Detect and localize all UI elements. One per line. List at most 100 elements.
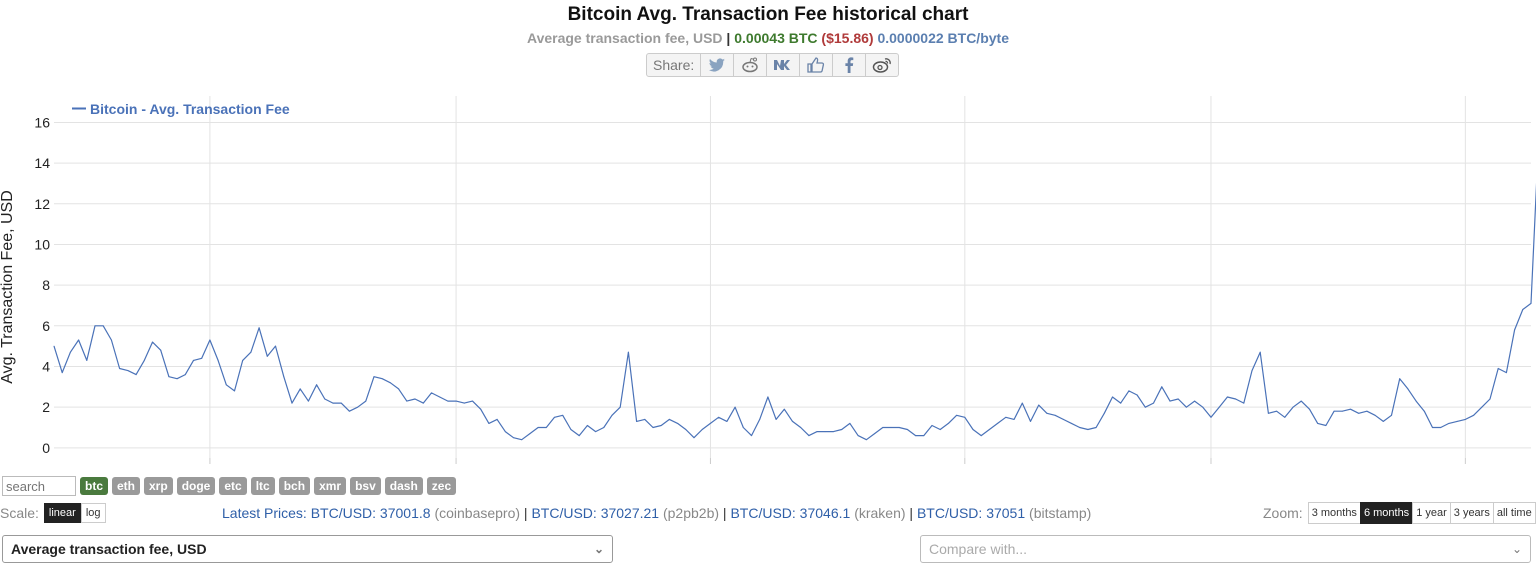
coin-bsv[interactable]: bsv	[350, 477, 381, 495]
y-tick-label: 4	[42, 358, 50, 374]
price-source: (p2pb2b)	[662, 505, 720, 521]
data-point	[274, 345, 277, 347]
data-point	[783, 408, 785, 410]
zoom-all-time-button[interactable]: all time	[1492, 502, 1536, 524]
data-point	[997, 422, 999, 425]
coin-dash[interactable]: dash	[384, 477, 423, 495]
price-coinbasepro[interactable]: BTC/USD: 37001.8	[310, 505, 431, 521]
data-point	[849, 422, 851, 425]
data-point	[635, 420, 638, 422]
coin-bch[interactable]: bch	[278, 477, 311, 495]
data-point	[1243, 402, 1245, 404]
weibo-icon[interactable]	[866, 54, 898, 76]
data-point	[1136, 394, 1138, 396]
y-tick-label: 14	[34, 155, 50, 171]
data-point	[1087, 428, 1089, 431]
data-point	[578, 435, 580, 437]
data-point	[956, 414, 958, 416]
zoom-6-months-button[interactable]: 6 months	[1359, 502, 1414, 524]
data-point	[365, 400, 367, 402]
zoom-3-months-button[interactable]: 3 months	[1307, 502, 1361, 524]
data-point	[1333, 410, 1335, 412]
data-point	[521, 439, 523, 441]
subtitle-label: Average transaction fee, USD	[526, 30, 723, 46]
data-point	[1095, 426, 1097, 429]
data-point	[1481, 406, 1483, 408]
data-point	[1530, 302, 1532, 305]
data-point	[447, 400, 449, 402]
coin-btc[interactable]: btc	[80, 477, 108, 495]
like-icon[interactable]	[800, 54, 834, 76]
data-point	[258, 327, 260, 329]
coin-zec[interactable]: zec	[426, 477, 457, 495]
zoom-1-year-button[interactable]: 1 year	[1412, 502, 1451, 524]
data-point	[553, 416, 556, 418]
data-point	[734, 406, 736, 408]
zoom-3-years-button[interactable]: 3 years	[1449, 502, 1494, 524]
data-point	[1128, 390, 1130, 392]
coin-ltc[interactable]: ltc	[250, 477, 275, 495]
coin-doge[interactable]: doge	[176, 477, 216, 495]
data-point	[414, 398, 416, 400]
data-point	[1079, 426, 1081, 429]
data-point	[127, 369, 129, 372]
scale-log-button[interactable]: log	[80, 503, 106, 523]
vk-icon[interactable]	[767, 54, 801, 76]
data-point	[1259, 351, 1261, 353]
twitter-icon[interactable]	[701, 54, 735, 76]
data-point	[1456, 420, 1458, 422]
data-point	[964, 416, 966, 418]
data-point	[627, 351, 629, 353]
data-point	[110, 339, 113, 341]
y-axis-ticks: 0 2 4 6 8 10 12 14 16	[34, 114, 50, 455]
data-point	[1415, 400, 1417, 402]
data-point	[873, 432, 876, 435]
data-point	[266, 355, 268, 357]
data-point	[914, 435, 917, 437]
price-kraken[interactable]: BTC/USD: 37046.1	[730, 505, 851, 521]
price-bitstamp[interactable]: BTC/USD: 37051	[916, 505, 1026, 521]
data-point	[718, 416, 720, 418]
scale-linear-button[interactable]: linear	[43, 503, 81, 523]
chevron-down-icon: ⌄	[593, 542, 604, 556]
data-point	[759, 418, 761, 420]
data-point	[1021, 402, 1023, 404]
coin-eth[interactable]: eth	[112, 477, 140, 495]
data-point	[1218, 406, 1220, 408]
data-point	[1390, 414, 1393, 416]
price-p2pb2b[interactable]: BTC/USD: 37027.21	[531, 505, 660, 521]
x-tick-label: Sep 2023	[935, 471, 995, 474]
metric-select[interactable]: Average transaction fee, USD ⌄	[2, 535, 613, 563]
y-tick-label: 8	[42, 277, 50, 293]
data-point	[201, 357, 203, 359]
data-point	[1431, 426, 1434, 429]
data-point	[857, 435, 859, 437]
data-point	[209, 339, 211, 341]
data-point	[463, 402, 465, 404]
data-point	[1374, 414, 1376, 416]
data-point	[184, 374, 186, 376]
compare-select[interactable]: Compare with... ⌄	[920, 535, 1531, 563]
data-point	[693, 437, 695, 439]
coin-etc[interactable]: etc	[219, 477, 247, 495]
data-point	[176, 378, 178, 380]
coin-xmr[interactable]: xmr	[314, 477, 347, 495]
chart-legend[interactable]: Bitcoin - Avg. Transaction Fee	[72, 101, 290, 117]
data-point	[1161, 386, 1163, 388]
grid-lines	[54, 96, 1531, 464]
data-point	[923, 435, 925, 437]
data-point	[78, 339, 80, 341]
data-point	[430, 392, 433, 394]
facebook-icon[interactable]	[833, 54, 867, 76]
coin-xrp[interactable]: xrp	[144, 477, 173, 495]
data-point	[562, 414, 564, 416]
data-point	[480, 408, 482, 410]
data-point	[1062, 418, 1064, 420]
data-point	[1005, 416, 1007, 418]
data-point	[283, 376, 285, 378]
reddit-icon[interactable]	[734, 54, 768, 76]
coin-search-input[interactable]	[2, 476, 76, 496]
data-point	[1054, 414, 1056, 416]
page-title: Bitcoin Avg. Transaction Fee historical …	[567, 4, 969, 25]
data-point	[808, 435, 810, 437]
